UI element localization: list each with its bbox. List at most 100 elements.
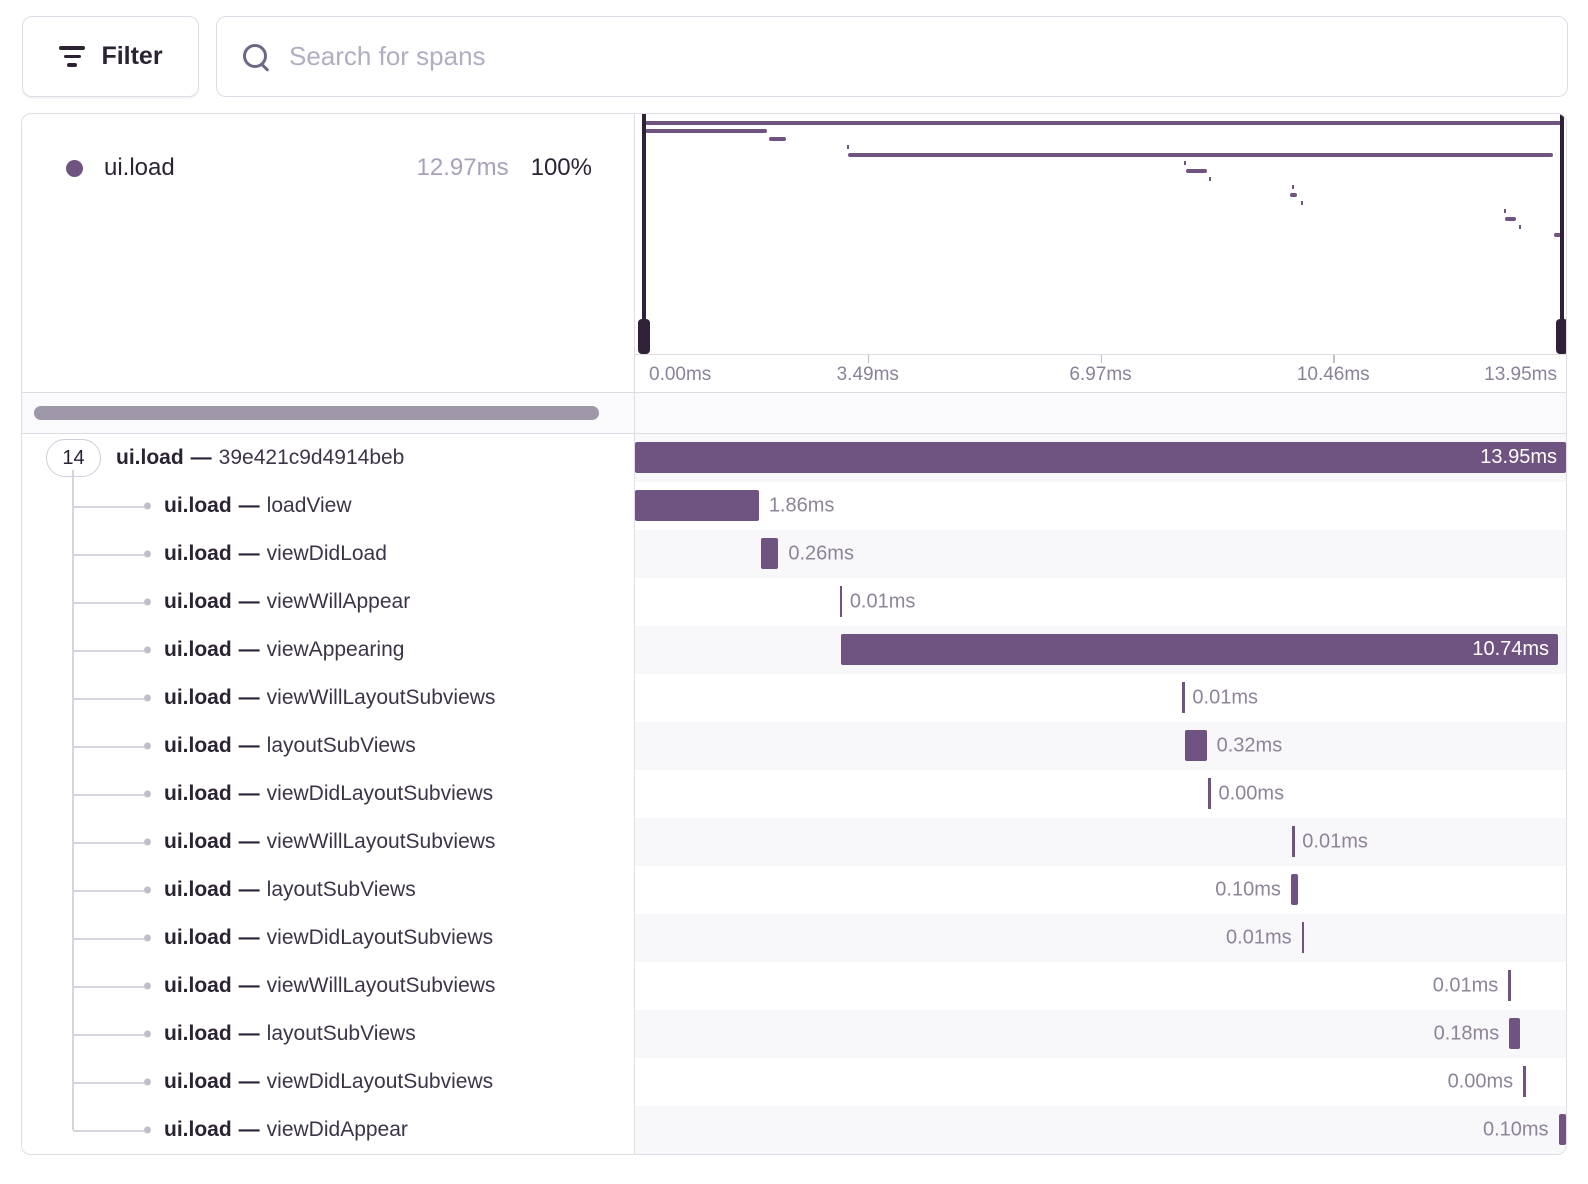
- span-op: ui.load: [164, 590, 232, 613]
- span-tree-item[interactable]: ui.load — viewWillLayoutSubviews: [22, 818, 635, 866]
- span-description: viewDidLayoutSubviews: [266, 1070, 494, 1093]
- axis-label: 13.95ms: [1484, 363, 1557, 385]
- trace-header: ui.load 12.97ms 100% 0.00ms 3.49ms: [22, 114, 1566, 392]
- span-description: layoutSubViews: [266, 878, 416, 901]
- axis-label: 0.00ms: [649, 363, 712, 385]
- span-bar[interactable]: [839, 586, 843, 617]
- span-chart-cell: 0.01ms: [635, 914, 1566, 962]
- span-chart-cell: 0.32ms: [635, 722, 1566, 770]
- span-tree-item[interactable]: ui.load — viewDidLayoutSubviews: [22, 770, 635, 818]
- span-description: viewAppearing: [266, 638, 405, 661]
- tree-connector-dot: [144, 550, 151, 558]
- span-tree-item[interactable]: ui.load — viewDidLayoutSubviews: [22, 914, 635, 962]
- tree-connector-dot: [144, 646, 151, 654]
- span-op: ui.load: [116, 446, 184, 469]
- span-chart-cell: 0.10ms: [635, 866, 1566, 914]
- span-name: ui.load — viewDidLayoutSubviews: [164, 1070, 493, 1094]
- span-bar[interactable]: [1523, 1066, 1526, 1097]
- span-bar[interactable]: [635, 490, 759, 521]
- filter-button[interactable]: Filter: [22, 16, 199, 97]
- legend-percent: 100%: [530, 154, 592, 181]
- span-row: ui.load — viewDidLayoutSubviews 0.00ms: [22, 770, 1566, 818]
- span-tree-item[interactable]: ui.load — viewWillLayoutSubviews: [22, 962, 635, 1010]
- tree-connector-dot: [144, 790, 151, 798]
- span-description: viewDidLayoutSubviews: [266, 782, 494, 805]
- span-bar[interactable]: 10.74ms: [841, 634, 1559, 665]
- tree-connector: [72, 1058, 74, 1106]
- tree-connector: [72, 1010, 74, 1058]
- span-tree-item[interactable]: ui.load — viewDidLoad: [22, 530, 635, 578]
- axis-label: 3.49ms: [836, 363, 899, 385]
- minimap-span-bar: [1290, 192, 1297, 197]
- span-row: ui.load — viewWillLayoutSubviews 0.01ms: [22, 818, 1566, 866]
- span-op: ui.load: [164, 878, 232, 901]
- minimap-row: [645, 223, 1561, 231]
- minimap-handle-right[interactable]: [1556, 114, 1566, 354]
- search-box[interactable]: [216, 16, 1568, 97]
- span-name-separator: —: [238, 542, 260, 565]
- legend-row[interactable]: ui.load 12.97ms 100%: [66, 154, 592, 182]
- tree-connector: [73, 554, 144, 556]
- span-tree-item[interactable]: ui.load — viewWillAppear: [22, 578, 635, 626]
- span-tree-item[interactable]: ui.load — layoutSubViews: [22, 866, 635, 914]
- tree-connector: [73, 1082, 144, 1084]
- span-tree-item[interactable]: 14 ui.load — 39e421c9d4914beb: [22, 434, 635, 482]
- span-row: ui.load — viewWillLayoutSubviews 0.01ms: [22, 674, 1566, 722]
- span-name-separator: —: [238, 1022, 260, 1045]
- span-name-separator: —: [238, 974, 260, 997]
- span-name-separator: —: [238, 494, 260, 517]
- tree-connector: [73, 1034, 144, 1036]
- minimap-handle-left[interactable]: [638, 114, 650, 354]
- span-name-separator: —: [238, 638, 260, 661]
- tree-connector: [73, 650, 144, 652]
- span-name: ui.load — viewDidLayoutSubviews: [164, 782, 493, 806]
- span-bar[interactable]: [1185, 730, 1207, 761]
- horizontal-scrollbar-thumb[interactable]: [34, 406, 599, 420]
- minimap-row: [645, 151, 1561, 159]
- span-tree-item[interactable]: ui.load — viewAppearing: [22, 626, 635, 674]
- span-name-separator: —: [238, 1070, 260, 1093]
- span-duration-label: 0.00ms: [1447, 1070, 1514, 1093]
- tree-connector-dot: [144, 1126, 151, 1134]
- span-bar[interactable]: [760, 538, 779, 569]
- span-op: ui.load: [164, 638, 232, 661]
- span-row: ui.load — viewDidLoad 0.26ms: [22, 530, 1566, 578]
- span-tree-item[interactable]: ui.load — viewDidAppear: [22, 1106, 635, 1154]
- span-row: ui.load — viewWillAppear 0.01ms: [22, 578, 1566, 626]
- child-count-badge[interactable]: 14: [46, 439, 101, 477]
- minimap-span-bar: [1291, 184, 1294, 189]
- trace-minimap[interactable]: [635, 114, 1566, 354]
- span-chart-cell: 0.01ms: [635, 962, 1566, 1010]
- span-name-separator: —: [238, 782, 260, 805]
- span-tree-item[interactable]: ui.load — viewWillLayoutSubviews: [22, 674, 635, 722]
- tree-connector: [73, 890, 144, 892]
- span-bar[interactable]: [1292, 826, 1295, 857]
- span-chart-cell: 0.10ms: [635, 1106, 1566, 1154]
- search-input[interactable]: [287, 40, 1543, 73]
- minimap-span-bar: [846, 144, 849, 149]
- span-chart-cell: 0.00ms: [635, 1058, 1566, 1106]
- span-bar[interactable]: [1290, 874, 1298, 905]
- span-row: ui.load — viewAppearing 10.74ms: [22, 626, 1566, 674]
- span-duration-label: 1.86ms: [768, 494, 835, 517]
- trace-container: ui.load 12.97ms 100% 0.00ms 3.49ms: [21, 113, 1567, 1155]
- span-name-separator: —: [238, 830, 260, 853]
- span-tree-item[interactable]: ui.load — viewDidLayoutSubviews: [22, 1058, 635, 1106]
- span-tree-item[interactable]: ui.load — loadView: [22, 482, 635, 530]
- minimap-row: [645, 183, 1561, 191]
- span-tree-item[interactable]: ui.load — layoutSubViews: [22, 722, 635, 770]
- span-bar[interactable]: [1509, 1018, 1521, 1049]
- span-bar[interactable]: [1508, 970, 1511, 1001]
- span-bar[interactable]: [1208, 778, 1211, 809]
- span-bar[interactable]: [1558, 1114, 1566, 1145]
- span-bar[interactable]: [1182, 682, 1185, 713]
- span-op: ui.load: [164, 1118, 232, 1141]
- span-color-dot: [66, 159, 83, 177]
- tree-connector: [73, 1130, 144, 1132]
- span-bar[interactable]: 13.95ms: [635, 442, 1566, 473]
- span-tree-item[interactable]: ui.load — layoutSubViews: [22, 1010, 635, 1058]
- span-chart-cell: 0.00ms: [635, 770, 1566, 818]
- span-name-separator: —: [238, 926, 260, 949]
- span-bar[interactable]: [1301, 922, 1305, 953]
- tree-scrollbar-track[interactable]: [22, 393, 635, 433]
